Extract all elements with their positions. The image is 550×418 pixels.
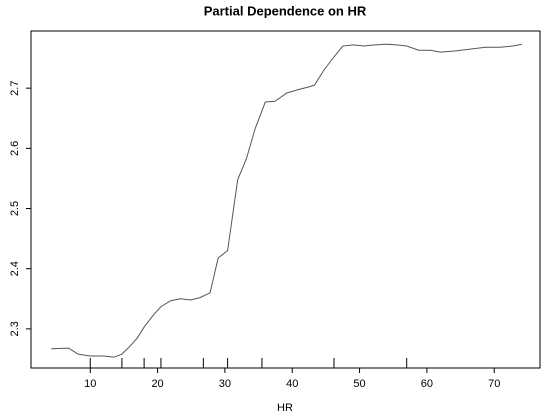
x-axis-label: HR [277, 402, 293, 414]
x-tick-label: 40 [286, 378, 298, 390]
x-tick-label: 50 [353, 378, 365, 390]
y-tick-label: 2.7 [9, 81, 21, 96]
x-tick-label: 10 [84, 378, 96, 390]
chart-title: Partial Dependence on HR [204, 3, 367, 18]
y-tick-label: 2.3 [9, 321, 21, 336]
x-tick-label: 60 [421, 378, 433, 390]
y-tick-label: 2.4 [9, 261, 21, 276]
x-tick-label: 30 [219, 378, 231, 390]
line [51, 43, 522, 358]
x-tick-label: 20 [151, 378, 163, 390]
y-tick-label: 2.6 [9, 141, 21, 156]
x-tick-label: 70 [488, 378, 500, 390]
plot-box [30, 30, 541, 369]
y-tick-label: 2.5 [9, 201, 21, 216]
